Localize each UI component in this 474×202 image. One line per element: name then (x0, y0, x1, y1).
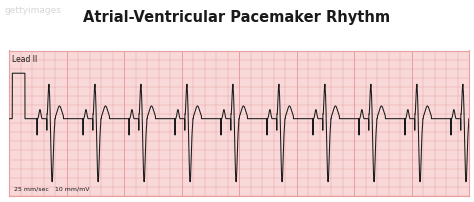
Text: Lead II: Lead II (12, 55, 37, 64)
Text: 10 mm/mV: 10 mm/mV (55, 187, 90, 191)
Text: gettyimages: gettyimages (5, 6, 62, 15)
Text: Atrial-Ventricular Pacemaker Rhythm: Atrial-Ventricular Pacemaker Rhythm (83, 10, 391, 25)
Text: 25 mm/sec: 25 mm/sec (14, 187, 49, 191)
